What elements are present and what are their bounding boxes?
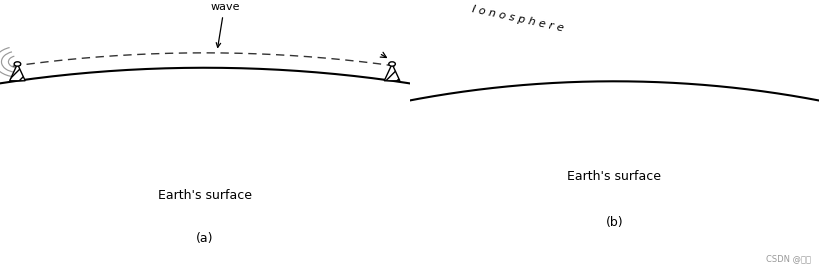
- Text: CSDN @渝茱: CSDN @渝茱: [766, 254, 811, 263]
- Circle shape: [389, 62, 396, 66]
- Text: Earth's surface: Earth's surface: [158, 189, 251, 202]
- Circle shape: [14, 62, 20, 66]
- Text: (a): (a): [196, 232, 214, 245]
- Circle shape: [265, 120, 272, 124]
- Polygon shape: [260, 122, 276, 138]
- Text: Earth's surface: Earth's surface: [568, 170, 661, 183]
- Text: I o n o s p h e r e: I o n o s p h e r e: [471, 4, 564, 34]
- Polygon shape: [0, 0, 819, 36]
- Polygon shape: [10, 64, 25, 81]
- Text: (b): (b): [605, 216, 623, 229]
- Polygon shape: [384, 64, 400, 81]
- Text: Ground
wave: Ground wave: [205, 0, 246, 47]
